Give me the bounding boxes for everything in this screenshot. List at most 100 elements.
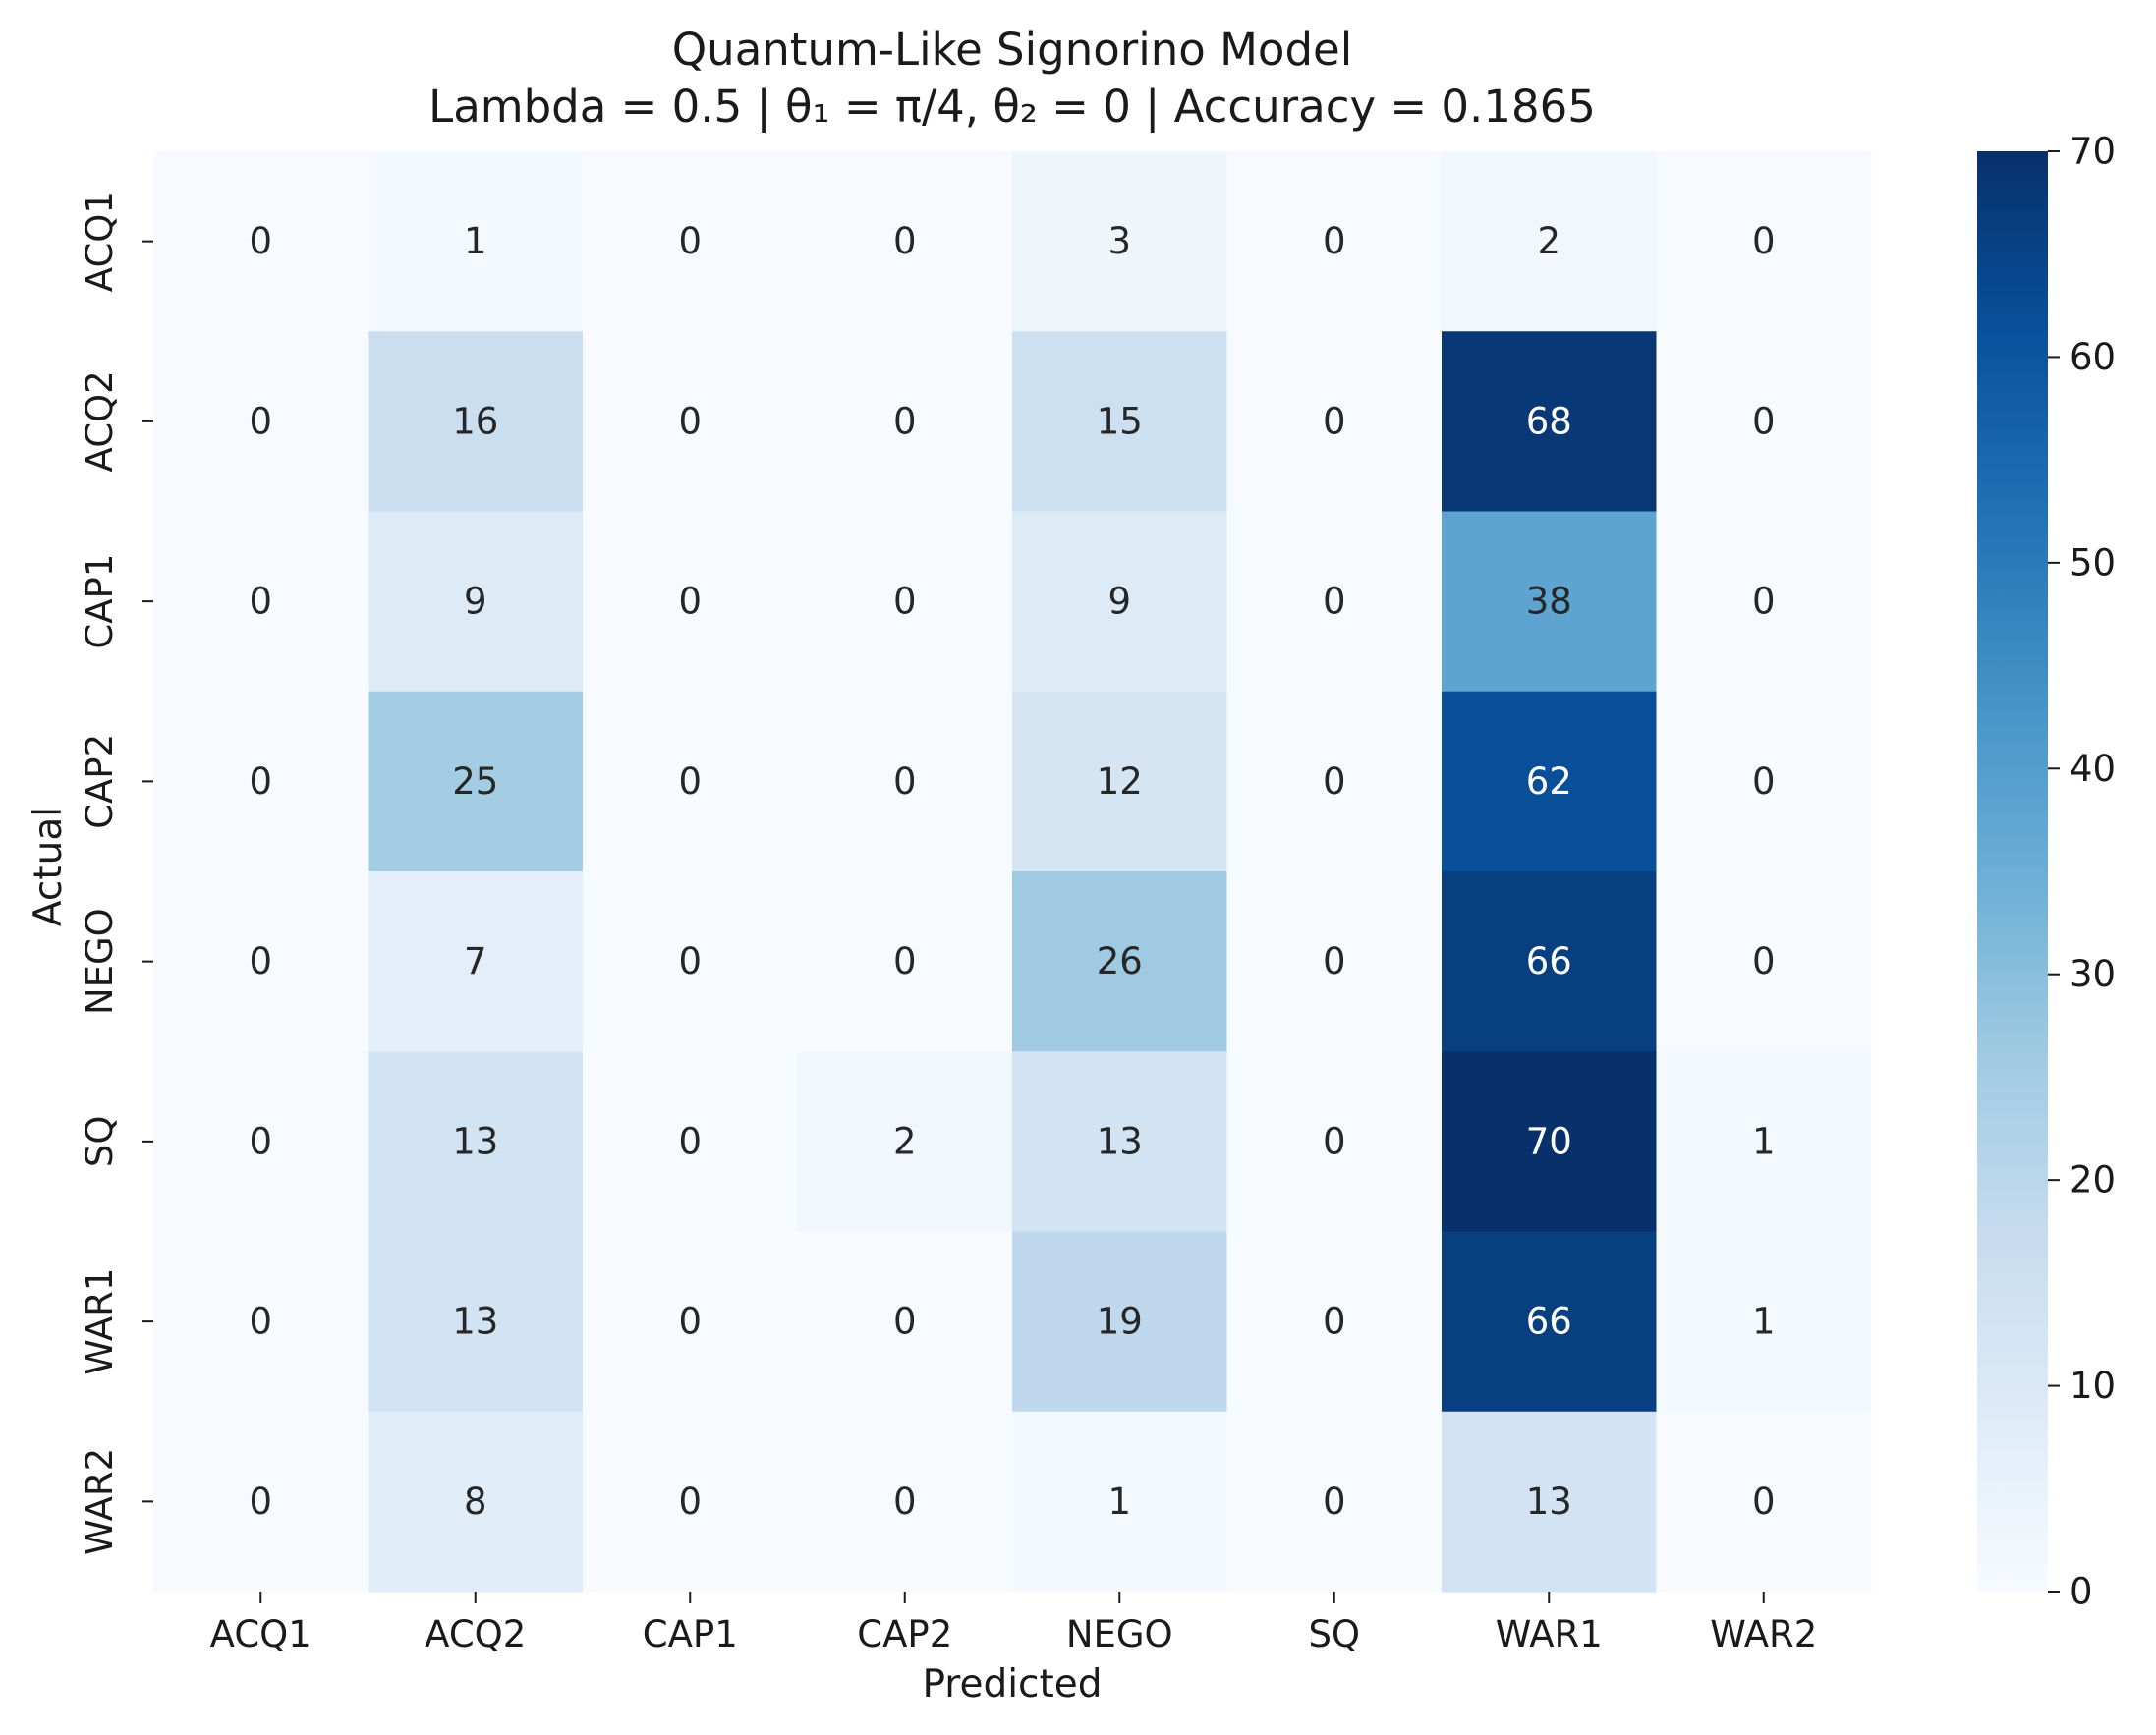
heatmap-cell (1656, 1231, 1872, 1413)
cell-value-label: 0 (249, 581, 272, 623)
heatmap-cell (1012, 1231, 1228, 1413)
cell-value-label: 2 (893, 1120, 917, 1162)
heatmap-cell (368, 331, 584, 513)
cell-value-label: 13 (1526, 1481, 1572, 1523)
heatmap-cell (583, 511, 799, 693)
heatmap-cell (1012, 511, 1228, 693)
heatmap-cell (153, 511, 369, 693)
cell-value-label: 0 (678, 1301, 702, 1343)
x-tick-label: NEGO (1066, 1613, 1173, 1655)
y-tick-label: ACQ1 (79, 191, 121, 292)
heatmap-cell (1226, 151, 1443, 332)
cell-value-label: 0 (1323, 400, 1346, 442)
heatmap-cell (797, 691, 1013, 872)
heatmap-cell (1656, 511, 1872, 693)
colorbar-tick-label: 40 (2070, 748, 2116, 790)
heatmap-cell (153, 1051, 369, 1233)
heatmap-cell (1442, 1051, 1658, 1233)
cell-value-label: 2 (1537, 220, 1560, 262)
cell-value-label: 26 (1097, 940, 1143, 982)
x-tick-label: WAR2 (1710, 1613, 1817, 1655)
colorbar-tick-label: 60 (2070, 336, 2116, 378)
heatmap-cell (1442, 1231, 1658, 1413)
colorbar-tick-label: 50 (2070, 541, 2116, 584)
cell-value-label: 0 (1752, 760, 1776, 803)
y-axis-label: Actual (27, 807, 71, 926)
cell-value-label: 0 (249, 760, 272, 803)
cell-value-label: 38 (1526, 581, 1572, 623)
heatmap-cell (153, 1231, 369, 1413)
cell-value-label: 12 (1097, 760, 1143, 803)
cell-value-label: 0 (1323, 1120, 1346, 1162)
cell-value-label: 0 (678, 760, 702, 803)
heatmap-cell (153, 151, 369, 332)
heatmap-cell (1656, 1051, 1872, 1233)
heatmap-cell (1442, 691, 1658, 872)
cell-value-label: 1 (1752, 1301, 1776, 1343)
heatmap-cell (368, 871, 584, 1052)
heatmap-cell (153, 871, 369, 1052)
cell-value-label: 70 (1526, 1120, 1572, 1162)
cell-value-label: 16 (452, 400, 498, 442)
heatmap-cell (583, 871, 799, 1052)
x-axis-ticks: ACQ1 ACQ2 CAP1 CAP2 NEGO SQ WAR1 WAR2 (210, 1592, 1817, 1655)
cell-value-label: 66 (1526, 940, 1572, 982)
cell-value-label: 3 (1107, 220, 1131, 262)
cell-value-label: 0 (1323, 1481, 1346, 1523)
heatmap-cell (153, 1411, 369, 1593)
cell-value-label: 68 (1526, 400, 1572, 442)
heatmap-cell (797, 331, 1013, 513)
heatmap-cell (368, 511, 584, 693)
heatmap-cell (153, 331, 369, 513)
cell-value-label: 0 (678, 940, 702, 982)
heatmap-cell (1012, 151, 1228, 332)
x-tick-label: ACQ2 (425, 1613, 526, 1655)
heatmap-cell (368, 1411, 584, 1593)
cell-value-label: 1 (464, 220, 487, 262)
heatmap-cell-labels: 0 1 0 0 3 0 2 00 16 0 0 15 0 68 00 9 0 0 9 0 38 00 25 0 0 12 0 62 00… (249, 220, 1775, 1523)
cell-value-label: 0 (1752, 220, 1776, 262)
cell-value-label: 0 (1323, 220, 1346, 262)
cell-value-label: 0 (1323, 940, 1346, 982)
heatmap-cell (583, 1411, 799, 1593)
heatmap-cell (1442, 331, 1658, 513)
y-tick-label: WAR1 (79, 1268, 121, 1375)
heatmap-cell (1226, 331, 1443, 513)
cell-value-label: 0 (1323, 581, 1346, 623)
colorbar-ticks: 0 10 20 30 40 50 60 70 (2048, 131, 2116, 1613)
heatmap-cell (583, 331, 799, 513)
cell-value-label: 0 (249, 1301, 272, 1343)
heatmap-cell (797, 871, 1013, 1052)
heatmap-cell (1656, 151, 1872, 332)
heatmap-cell (1226, 1411, 1443, 1593)
colorbar-tick-label: 20 (2070, 1159, 2116, 1202)
cell-value-label: 0 (1752, 1481, 1776, 1523)
cell-value-label: 0 (893, 760, 917, 803)
heatmap-cell (1656, 1411, 1872, 1593)
cell-value-label: 66 (1526, 1301, 1572, 1343)
cell-value-label: 9 (464, 581, 487, 623)
y-tick-label: ACQ2 (79, 370, 121, 472)
chart-subtitle: Lambda = 0.5 | θ₁ = π/4, θ₂ = 0 | Accura… (428, 81, 1596, 133)
heatmap-cell (1442, 871, 1658, 1052)
heatmap-cell (1442, 151, 1658, 332)
cell-value-label: 0 (1752, 581, 1776, 623)
cell-value-label: 8 (464, 1481, 487, 1523)
heatmap-cell (797, 1051, 1013, 1233)
x-tick-label: SQ (1308, 1613, 1360, 1655)
colorbar-tick-label: 70 (2070, 131, 2116, 173)
x-tick-label: WAR1 (1496, 1613, 1603, 1655)
colorbar-tick-label: 0 (2070, 1571, 2093, 1613)
cell-value-label: 0 (678, 400, 702, 442)
heatmap-cell (153, 691, 369, 872)
cell-value-label: 19 (1097, 1301, 1143, 1343)
cell-value-label: 1 (1107, 1481, 1131, 1523)
cell-value-label: 0 (1752, 400, 1776, 442)
cell-value-label: 62 (1526, 760, 1572, 803)
heatmap-cell (797, 511, 1013, 693)
heatmap-cell (1656, 691, 1872, 872)
heatmap-cell (1656, 331, 1872, 513)
heatmap-cell (1442, 1411, 1658, 1593)
y-tick-label: WAR2 (79, 1448, 121, 1555)
y-tick-label: CAP1 (79, 554, 121, 649)
